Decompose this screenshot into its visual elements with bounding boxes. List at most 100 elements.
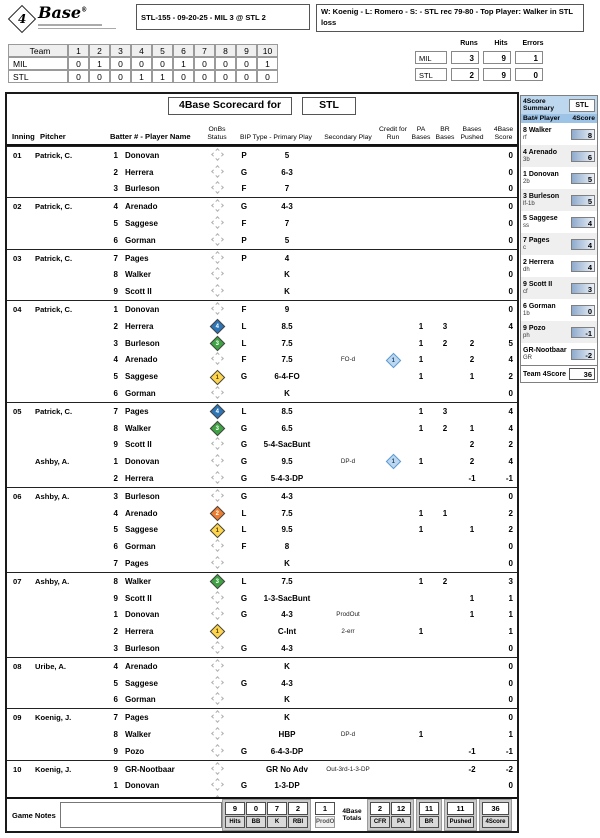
pa-bases-cell: 1 (418, 321, 424, 331)
batter-number: 3 (113, 184, 118, 194)
batter-name: Herrera (125, 627, 154, 637)
batter-name: Saggese (125, 525, 158, 535)
pitcher-cell: Patrick, C. (35, 305, 73, 315)
summary-player-position: GR (523, 354, 532, 361)
totals-center-label: 4Base Totals (342, 807, 362, 822)
fourbase-score-cell: 0 (508, 781, 513, 791)
onbase-status-cell (201, 743, 233, 757)
fourbase-score-cell: 0 (508, 167, 513, 177)
column-header-inning: Inning (12, 132, 35, 142)
linescore-inning-score: 0 (215, 57, 236, 70)
bip-type-cell: F (241, 219, 247, 229)
primary-play-cell: 6-4-3-DP (270, 746, 304, 756)
scorecard-row: 10 Koenig, J. 9 GR-Nootbaar GR No Adv Out-3rd… (7, 759, 517, 778)
fourbase-score-cell: 0 (508, 270, 513, 280)
pa-bases-cell: 1 (418, 406, 424, 416)
summary-player-name: 9 Pozo (523, 324, 546, 332)
batter-number: 7 (113, 253, 118, 263)
summary-player-row: 4 Arenado 3b 6 (521, 145, 597, 167)
onbase-status-cell (201, 250, 233, 264)
credit-for-run-icon: 1 (385, 352, 401, 368)
linescore-inning-score: 1 (152, 70, 173, 83)
batter-name: Walker (125, 423, 151, 433)
bases-pushed-cell: 1 (469, 610, 475, 620)
scorecard-row: 06 Ashby, A. 3 Burleson G 4-3 0 (7, 486, 517, 505)
linescore-inning-score: 1 (89, 57, 110, 70)
bip-type-cell: G (240, 167, 248, 177)
dashed-diamond-empty-icon (210, 233, 224, 246)
total-bb-value: 0 (246, 802, 266, 815)
batter-name: Gorman (125, 235, 156, 245)
scorecard-row: 2 Herrera G 5-4-3-DP -1 -1 (7, 470, 517, 487)
summary-player-score: 4 (571, 260, 595, 272)
totals-group: 9 Hits 0 BB 7 K 2 RBI (222, 799, 311, 831)
fourbase-logo: 4 Base® (7, 3, 138, 37)
bip-type-cell: G (240, 440, 248, 450)
scorecard-row: 3 Burleson G 4-3 0 (7, 640, 517, 657)
credit-for-run-cell: 1 (377, 454, 409, 470)
dashed-diamond-empty-icon (210, 539, 224, 553)
bip-type-cell: F (241, 305, 247, 315)
linescore-inning-score: 0 (110, 57, 131, 70)
total-bb: 0 BB (246, 802, 266, 828)
bases-pushed-cell: 1 (469, 372, 475, 382)
primary-play-cell: 8.5 (281, 321, 293, 331)
totals-group: 11 BR (416, 799, 442, 831)
rhe-value: 9 (483, 51, 511, 64)
fourbase-score-cell: 0 (508, 150, 513, 160)
onbase-third-icon: 3 (209, 335, 225, 352)
scorecard-row: Ashby, A. 1 Donovan G 9.5 DP-d 1 1 2 4 (7, 453, 517, 470)
linescore-inning-header: 3 (110, 44, 131, 57)
dashed-diamond-empty-icon (210, 761, 224, 775)
total-4score-label: 4Score (482, 816, 509, 828)
summary-player-row: 6 Gorman 1b 0 (521, 299, 597, 321)
linescore-inning-header: 2 (89, 44, 110, 57)
scorecard-row: 7 Pages K 0 (7, 555, 517, 572)
linescore-team-header: Team (8, 44, 68, 57)
dashed-diamond-empty-icon (210, 590, 224, 604)
total-4score: 36 4Score (482, 802, 509, 828)
onbase-status-cell (201, 471, 233, 484)
dashed-diamond-empty-icon (210, 216, 224, 229)
column-header-4base-score: 4Base Score (493, 126, 514, 142)
onbase-status-cell (201, 284, 233, 298)
batter-number: 3 (113, 644, 118, 653)
primary-play-cell: 5-4-3-DP (270, 474, 304, 484)
bip-type-cell: L (241, 338, 247, 348)
bip-type-cell: G (240, 202, 248, 212)
batter-name: Donovan (125, 305, 160, 315)
scorecard-row: 5 Saggese 1 L 9.5 1 1 2 (7, 522, 517, 539)
primary-play-cell: K (284, 695, 290, 705)
dashed-diamond-empty-icon (210, 199, 224, 213)
credit-for-run-icon: 1 (385, 454, 401, 470)
bip-type-cell: G (240, 457, 248, 467)
batter-number: 7 (113, 713, 118, 723)
batter-number: 8 (113, 423, 118, 433)
batter-name: Saggese (125, 372, 158, 382)
br-bases-cell: 2 (442, 576, 448, 586)
batter-name: Walker (125, 729, 151, 739)
onbase-status-cell (201, 267, 233, 281)
dashed-diamond-empty-icon (210, 488, 224, 502)
batter-number: 9 (113, 440, 118, 450)
batter-number: 7 (113, 559, 118, 569)
summary-team: STL (569, 98, 595, 112)
pitcher-cell: Patrick, C. (35, 406, 73, 416)
bip-type-cell: P (241, 253, 247, 263)
batter-name: Scott II (125, 440, 152, 450)
totals-strip: 9Hits0BB7K2RBI1ProdOuts4Base Totals2CFR1… (222, 799, 512, 831)
batter-name: Burleson (125, 491, 160, 501)
batter-number: 5 (113, 678, 118, 688)
total-rbi-value: 2 (288, 802, 308, 815)
onbase-scored-icon: 4 (209, 403, 225, 420)
game-notes-input[interactable] (60, 802, 222, 828)
fourbase-score-cell: 4 (508, 355, 513, 365)
scorecard-row: 8 Walker HBP DP-d 1 1 (7, 726, 517, 743)
dashed-diamond-empty-icon (210, 267, 224, 281)
bip-type-cell: F (241, 184, 247, 194)
bip-type-cell: G (240, 644, 248, 653)
bases-pushed-cell: -1 (468, 474, 476, 484)
fourbase-score-cell: 4 (508, 423, 513, 433)
summary-player-row: GR-Nootbaar GR -2 (521, 343, 597, 365)
fourbase-score-cell: -2 (505, 764, 513, 774)
